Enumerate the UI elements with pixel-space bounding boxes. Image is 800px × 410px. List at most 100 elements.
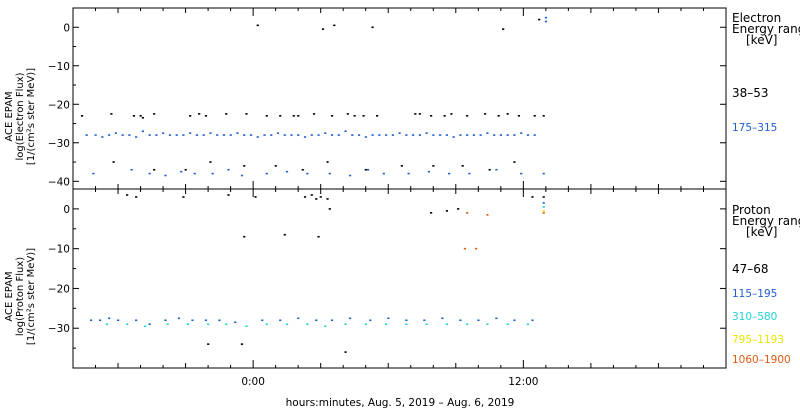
data-point [144,325,147,328]
data-point [265,172,268,175]
x-axis-title: hours:minutes, Aug. 5, 2019 – Aug. 6, 20… [286,397,515,409]
data-point [175,134,178,136]
y-tick-label: −20 [48,99,70,111]
data-point [499,134,503,136]
data-point [405,319,408,322]
data-point [297,317,300,320]
electron-y-axis-label: ACE EPAM log(Electron Flux) [1/(cm²s ster … [4,68,37,165]
data-point [182,134,185,136]
data-point [184,168,187,171]
data-point [310,194,313,196]
data-point [297,134,300,136]
proton-panel-frame [72,188,727,369]
data-point [290,134,293,136]
data-point [520,172,523,175]
data-point [234,321,237,324]
data-point [344,130,347,133]
data-point [108,317,111,320]
data-point [423,319,426,322]
data-point [195,134,199,136]
legend-title-line: Energy ranges [732,22,800,36]
data-point [139,115,142,117]
data-point [526,134,530,136]
data-point [430,212,433,214]
data-point [445,323,448,326]
y-tick-label: −30 [48,138,70,150]
data-point [328,172,331,175]
data-point [430,115,433,117]
data-point [222,134,226,136]
data-point [542,210,545,212]
data-point [371,26,374,29]
data-point [110,113,113,115]
data-point [243,165,246,167]
data-point [495,317,498,320]
data-point [348,174,352,177]
data-point [459,134,462,136]
data-point [105,323,108,326]
proton-plot-area [90,194,545,353]
data-point [427,170,430,173]
legend-entry: 38–53 [732,86,769,100]
data-point [166,323,169,326]
data-point [418,113,421,115]
data-point [240,343,244,345]
data-point [279,115,282,117]
data-point [303,196,307,198]
data-point [463,247,466,250]
data-point [466,323,469,326]
y-label-line: log(Proton Flux) [15,257,26,336]
data-point [207,323,210,326]
legend-entry: 115–195 [732,288,777,300]
data-point [256,24,259,27]
data-point [229,134,232,136]
legend-title-line: Proton [732,203,771,217]
data-point [126,194,129,196]
data-point [225,113,228,115]
data-point [128,134,131,136]
legend-title-line: [keV] [746,33,777,47]
data-point [344,351,347,353]
data-point [443,115,446,117]
data-point [202,134,205,136]
data-point [283,233,286,236]
y-label-line: log(Electron Flux) [15,72,26,160]
data-point [425,323,428,326]
electron-plot-area [81,16,548,177]
data-point [542,115,545,117]
data-point [493,134,496,136]
legend-entry: 47–68 [732,262,769,276]
data-point [459,319,462,322]
data-point [364,168,367,171]
data-point [301,168,304,171]
data-point [425,132,428,134]
data-point [135,136,138,138]
data-point [182,196,185,198]
data-point [375,115,379,117]
data-point [400,165,403,167]
data-point [256,136,259,138]
data-point [407,172,410,175]
data-point [317,134,320,136]
data-point [472,134,476,136]
data-point [279,319,282,322]
data-point [94,134,97,136]
data-point [114,132,117,134]
data-point [364,323,367,326]
data-point [506,113,509,115]
data-point [330,134,334,136]
data-point [448,172,451,175]
data-point [533,134,536,136]
data-point [153,168,156,171]
time-x-axis: 0:00 12:00 [72,8,727,388]
data-point [216,134,219,136]
legend-entry: 310–580 [732,311,777,323]
data-point [130,168,133,171]
data-point [346,113,349,115]
y-tick-label: 0 [63,22,70,34]
data-point [357,134,361,136]
data-point [310,134,313,136]
data-point [371,134,374,136]
data-point [364,136,367,138]
